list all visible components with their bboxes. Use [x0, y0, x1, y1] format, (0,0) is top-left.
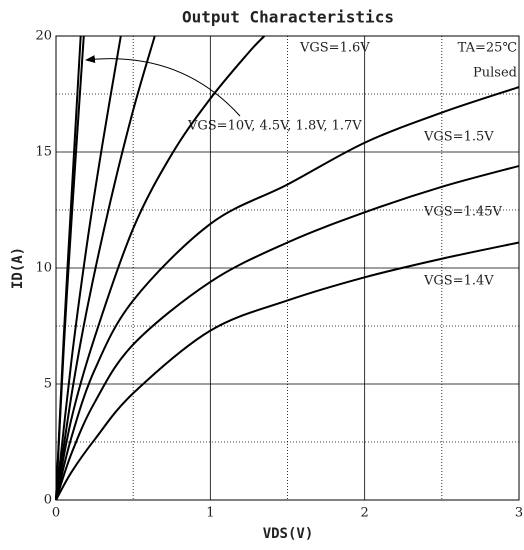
data-line — [55, 86, 520, 501]
data-line — [55, 35, 82, 501]
x-tick-label: 0 — [52, 506, 60, 521]
series-label: VGS=1.5V — [423, 130, 494, 145]
data-line — [55, 241, 520, 501]
y-tick-label: 15 — [35, 145, 52, 160]
series-label: VGS=1.4V — [423, 274, 494, 289]
series-label: VGS=1.45V — [423, 205, 503, 220]
annotation: Pulsed — [473, 66, 517, 81]
annotation-arrow — [85, 55, 241, 117]
y-tick-label: 10 — [35, 261, 52, 276]
data-line — [55, 35, 266, 501]
annotation: TA=25℃ — [458, 41, 517, 56]
data-line — [55, 164, 520, 501]
y-tick-label: 0 — [44, 493, 52, 508]
chart-title: Output Characteristics — [182, 8, 394, 27]
data-line — [55, 35, 156, 501]
y-axis-label: ID(A) — [10, 247, 26, 289]
plot-frame — [55, 35, 520, 501]
data-line — [55, 35, 122, 501]
series-label: VGS=1.6V — [299, 41, 370, 56]
annotation: VGS=10V, 4.5V, 1.8V, 1.7V — [187, 119, 362, 134]
x-tick-label: 2 — [361, 506, 369, 521]
y-tick-label: 5 — [44, 377, 52, 392]
x-tick-label: 1 — [206, 506, 214, 521]
x-axis-label: VDS(V) — [263, 526, 314, 542]
y-tick-label: 20 — [35, 29, 52, 44]
x-tick-label: 3 — [515, 506, 523, 521]
